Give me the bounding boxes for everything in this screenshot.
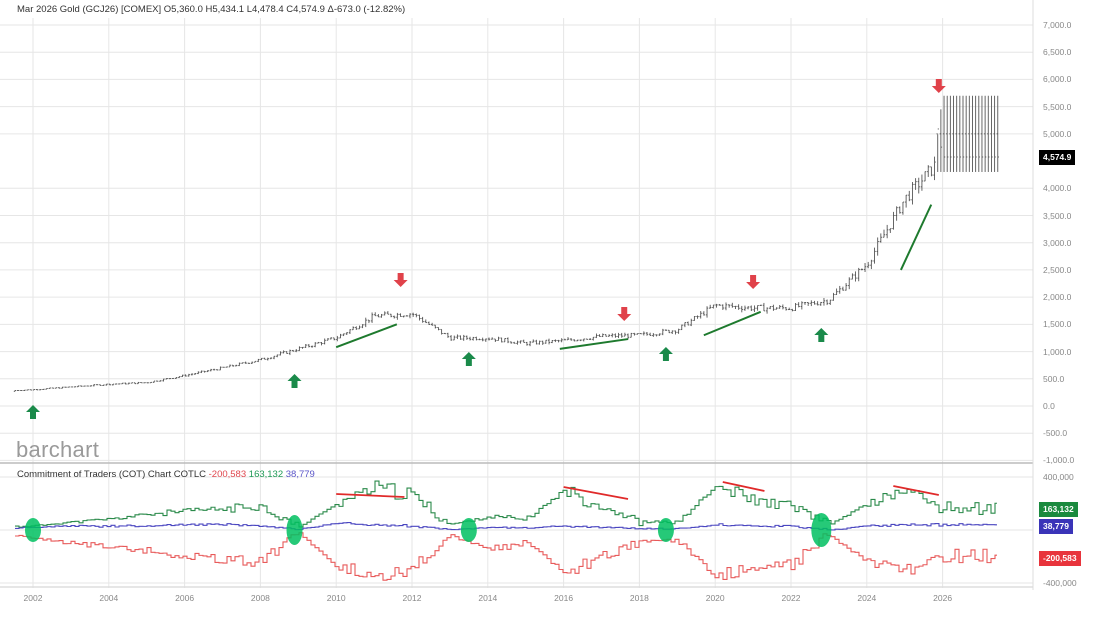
last-price-tag: 4,574.9 (1039, 150, 1076, 165)
time-axis-tick: 2020 (705, 593, 725, 603)
time-axis-tick: 2014 (478, 593, 498, 603)
price-axis-tick: 5,000.0 (1043, 128, 1072, 139)
cot-title-text: Commitment of Traders (COT) Chart COTLC (17, 469, 206, 480)
time-axis-tick: 2012 (402, 593, 422, 603)
cot-small-specs-value: 38,779 (285, 469, 315, 480)
price-axis-tick: 0.0 (1043, 401, 1055, 411)
price-axis-tick: 3,000.0 (1043, 237, 1072, 248)
price-axis-tick: -500.0 (1043, 428, 1068, 439)
price-axis-tick: 6,500.0 (1043, 47, 1072, 58)
cot-axis-top: 400,000 (1043, 472, 1074, 482)
time-axis-tick: 2002 (23, 593, 43, 603)
price-ohlc-bars (13, 95, 999, 392)
time-axis-tick: 2024 (857, 593, 877, 603)
time-axis-tick: 2022 (781, 593, 801, 603)
grid-lines (0, 18, 1033, 588)
price-axis-tick: 7,000.0 (1043, 20, 1072, 30)
cot-series-lines (15, 480, 997, 581)
time-axis-tick: 2018 (629, 593, 649, 603)
cot-commercials-value: -200,583 (208, 469, 247, 480)
trendlines (335, 204, 933, 350)
price-axis-tick: 1,000.0 (1043, 346, 1072, 357)
time-axis-tick: 2006 (175, 593, 195, 603)
cot-annotations (25, 481, 939, 547)
price-axis-tick: 6,000.0 (1043, 74, 1072, 85)
time-axis-tick: 2016 (554, 593, 574, 603)
time-axis-tick: 2004 (99, 593, 119, 603)
price-axis-tick: 4,000.0 (1043, 183, 1072, 194)
symbol-header: Mar 2026 Gold (GCJ26) [COMEX] O5,360.0 H… (17, 4, 406, 15)
signal-arrows (26, 79, 946, 419)
price-axis-tick: 3,500.0 (1043, 210, 1072, 221)
price-axis-tick: 5,500.0 (1043, 101, 1072, 112)
time-axis-tick: 2010 (326, 593, 346, 603)
cot-commercials-tag: -200,583 (1039, 551, 1081, 566)
cot-axis-bottom: -400,000 (1043, 578, 1077, 588)
cot-large-specs-value: 163,132 (248, 469, 284, 480)
price-axis-tick: -1,000.0 (1043, 455, 1075, 466)
barchart-logo: barchart (16, 437, 100, 462)
price-axis-tick: 2,000.0 (1043, 292, 1072, 303)
price-axis-tick: 500.0 (1043, 373, 1065, 384)
cot-panel-title: Commitment of Traders (COT) Chart COTLC … (17, 469, 315, 480)
price-axis-tick: 2,500.0 (1043, 264, 1072, 275)
time-axis-tick: 2008 (250, 593, 270, 603)
time-axis-tick: 2026 (933, 593, 953, 603)
cot-large-specs-tag: 163,132 (1039, 502, 1078, 517)
price-axis-tick: 1,500.0 (1043, 319, 1072, 330)
cot-small-specs-tag: 38,779 (1039, 519, 1073, 534)
